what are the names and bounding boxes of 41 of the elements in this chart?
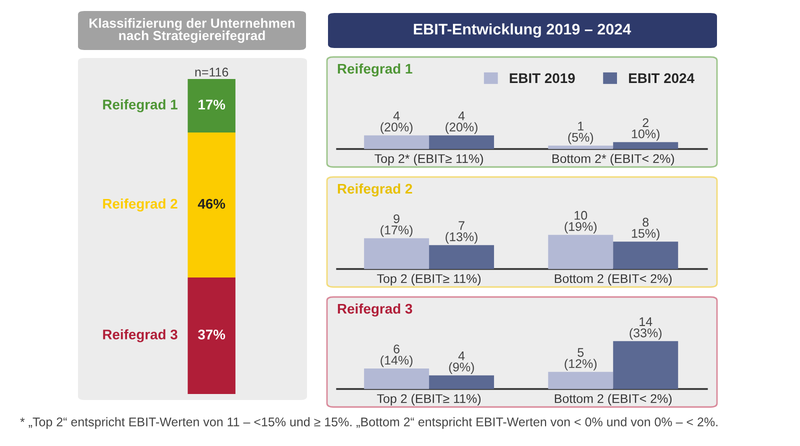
- bar: [364, 368, 430, 389]
- bar: [548, 234, 614, 269]
- data-label: 9 (17%): [380, 214, 412, 237]
- chart-title: Reifegrad 1: [338, 63, 412, 77]
- chart-title: Klassifizierung der Unternehmen nach Strategiereifegrad: [90, 18, 295, 43]
- chart-title: Reifegrad 2: [338, 183, 412, 197]
- text: * „Top 2“ entspricht EBIT-Werten von 11 – <15% und ≥ 15%. „Bottom 2“ entspricht EBIT-Werten von < 0% und von 0% – < 2%.: [20, 417, 718, 429]
- data-label: 46%: [198, 198, 226, 209]
- data-label: 14 (33%): [630, 317, 662, 340]
- data-label: 4 (9%): [449, 352, 474, 374]
- legend-label: EBIT 2024: [629, 73, 694, 84]
- data-label: 6 (14%): [380, 344, 412, 368]
- x-tick-label: Top 2 (EBIT≥ 11%): [377, 394, 481, 406]
- x-tick-label: Bottom 2 (EBIT< 2%): [554, 394, 672, 406]
- data-label: 4 (20%): [446, 112, 478, 134]
- chart-title: Reifegrad 3: [338, 303, 412, 317]
- data-label: 8 15%): [632, 218, 660, 240]
- data-label: 1 (5%): [568, 122, 594, 144]
- bar: [613, 341, 678, 389]
- bar: [548, 372, 614, 389]
- data-label: 10 (19%): [564, 210, 597, 234]
- series-label: Reifegrad 3: [103, 329, 178, 342]
- data-label: 17%: [198, 100, 226, 110]
- x-tick-label: Top 2 (EBIT≥ 11%): [377, 274, 481, 286]
- text: n=116: [195, 68, 228, 77]
- x-tick-label: Bottom 2* (EBIT< 2%): [552, 154, 674, 166]
- legend-label: EBIT 2019: [510, 73, 575, 84]
- text: EBIT-Entwicklung 2019 – 2024: [414, 23, 632, 38]
- data-label: 37%: [198, 330, 226, 340]
- bar: [429, 245, 494, 269]
- data-label: 7 (13%): [446, 221, 478, 244]
- data-label: 2 10%): [632, 118, 660, 141]
- data-label: 4 (20%): [380, 112, 412, 134]
- bar: [429, 375, 494, 389]
- x-tick-label: Top 2* (EBIT≥ 11%): [374, 154, 483, 166]
- bar: [613, 242, 678, 269]
- series-label: Reifegrad 2: [103, 198, 178, 212]
- bar: [364, 238, 430, 269]
- series-label: Reifegrad 1: [103, 99, 178, 112]
- x-tick-label: Bottom 2 (EBIT< 2%): [554, 274, 672, 286]
- data-label: 5 (12%): [564, 348, 597, 371]
